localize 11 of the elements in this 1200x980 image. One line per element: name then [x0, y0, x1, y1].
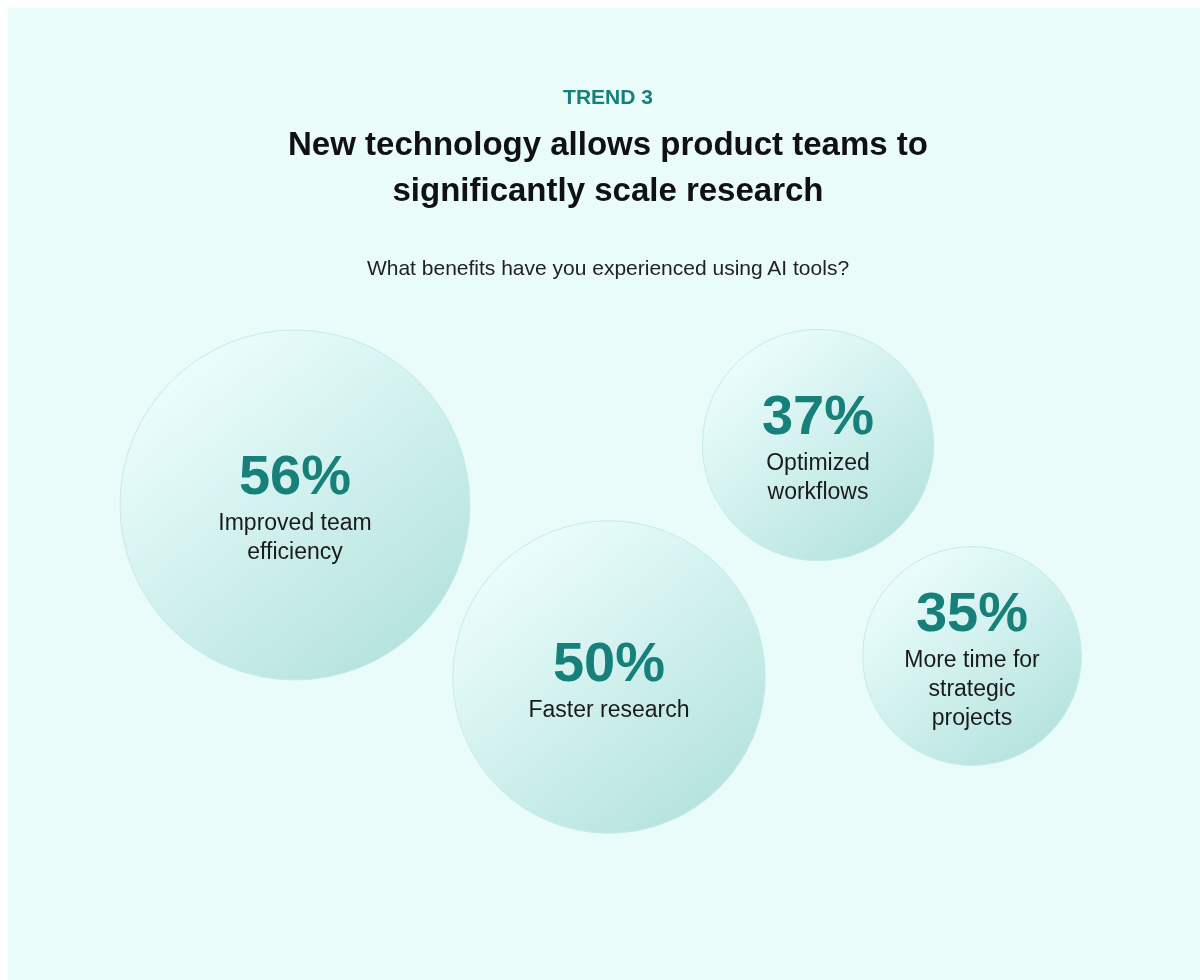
category-label: Faster research [528, 695, 690, 722]
text: New technology allows product teams to significantly scale research [288, 125, 928, 208]
data-label: 37% [761, 383, 875, 446]
text: What benefits have you experienced using AI tools? [366, 256, 850, 279]
data-label: 35% [915, 579, 1029, 643]
category-label: Improved team efficiency [218, 509, 372, 564]
category-label: Optimized workflows [766, 449, 870, 504]
data-label: 56% [238, 443, 352, 506]
data-label: 50% [552, 629, 666, 693]
category-label: More time for strategic projects [904, 645, 1041, 730]
text: TREND 3 [563, 85, 653, 108]
